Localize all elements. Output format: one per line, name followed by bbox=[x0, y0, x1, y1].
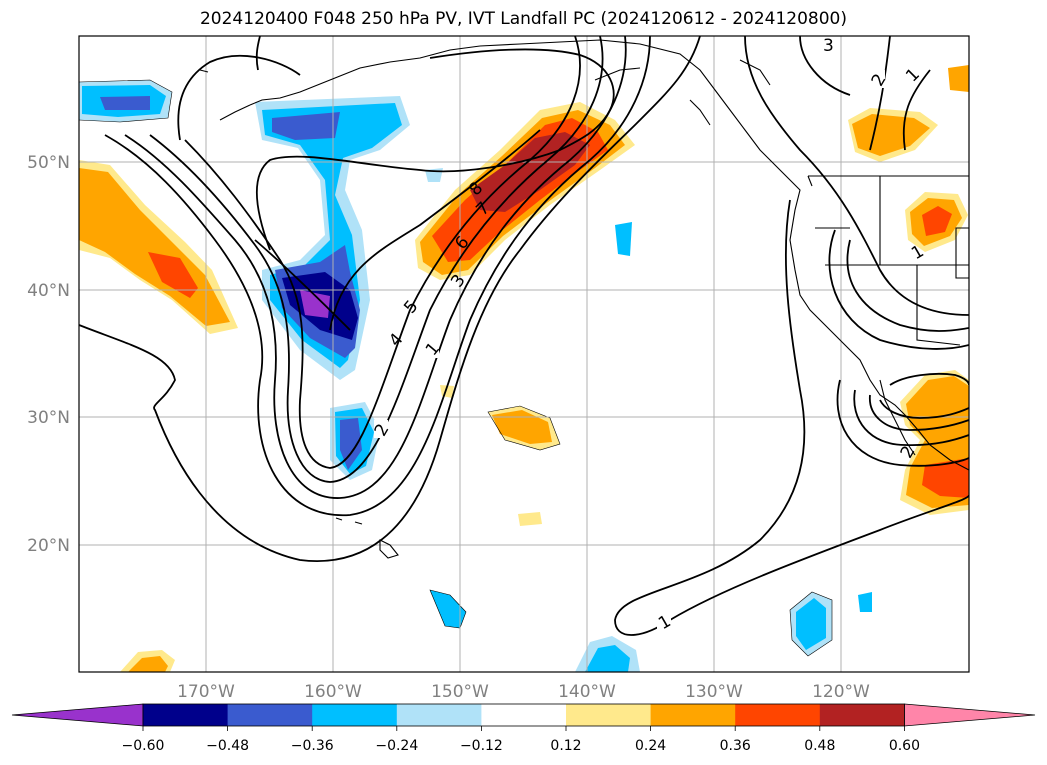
lat-tick-label: 30°N bbox=[27, 408, 70, 428]
colorbar-bins bbox=[11, 703, 1036, 727]
lon-tick-label: 160°W bbox=[304, 682, 362, 702]
colorbar-tick-label: 0.12 bbox=[550, 738, 581, 754]
positive-pv-shading bbox=[79, 65, 969, 672]
colorbar-tick-label: −0.36 bbox=[291, 738, 334, 754]
colorbar-bin bbox=[396, 704, 482, 726]
gridlines bbox=[79, 36, 969, 672]
colorbar-bin bbox=[481, 704, 567, 726]
colorbar-bin bbox=[143, 704, 229, 726]
lon-tick-label: 140°W bbox=[558, 682, 616, 702]
colorbar-tick-label: 0.24 bbox=[635, 738, 666, 754]
colorbar-tick-label: 0.48 bbox=[804, 738, 835, 754]
colorbar-tick-label: 0.36 bbox=[720, 738, 751, 754]
coastlines bbox=[199, 39, 969, 559]
colorbar-tick-label: −0.48 bbox=[206, 738, 249, 754]
colorbar-extend-low bbox=[11, 703, 144, 727]
colorbar-bin bbox=[312, 704, 398, 726]
lon-tick-label: 130°W bbox=[685, 682, 743, 702]
colorbar-bin bbox=[650, 704, 736, 726]
lat-tick-label: 20°N bbox=[27, 536, 70, 556]
contour-label: 3 bbox=[823, 36, 834, 56]
lon-tick-label: 170°W bbox=[177, 682, 235, 702]
colorbar-bin bbox=[227, 704, 313, 726]
lon-tick-label: 150°W bbox=[431, 682, 489, 702]
colorbar-tick-label: −0.60 bbox=[122, 738, 165, 754]
map-panel: 1 2 3 4 5 6 7 8 1 2 3 1 1 2 bbox=[79, 36, 969, 672]
ivt-contours bbox=[79, 36, 969, 636]
colorbar-tick-label: −0.24 bbox=[375, 738, 418, 754]
longitude-ticks: 170°W 160°W 150°W 140°W 130°W 120°W bbox=[177, 682, 870, 702]
colorbar-bin bbox=[566, 704, 652, 726]
lon-tick-label: 120°W bbox=[812, 682, 870, 702]
latitude-ticks: 50°N 40°N 30°N 20°N bbox=[27, 153, 70, 556]
shading-outlines bbox=[79, 79, 833, 657]
colorbar-bin bbox=[735, 704, 821, 726]
colorbar-extend-high bbox=[904, 703, 1036, 727]
colorbar-tick-label: −0.12 bbox=[460, 738, 503, 754]
colorbar: −0.60 −0.48 −0.36 −0.24 −0.12 0.12 0.24 0.36 0.4… bbox=[11, 703, 1036, 754]
lat-tick-label: 40°N bbox=[27, 281, 70, 301]
colorbar-tick-label: 0.60 bbox=[889, 738, 920, 754]
map-border bbox=[78, 35, 970, 673]
map-title: 2024120400 F048 250 hPa PV, IVT Landfall… bbox=[199, 9, 847, 29]
colorbar-bin bbox=[819, 704, 905, 726]
colorbar-ticks: −0.60 −0.48 −0.36 −0.24 −0.12 0.12 0.24 0.36 0.4… bbox=[122, 726, 920, 754]
lat-tick-label: 50°N bbox=[27, 153, 70, 173]
colorbar-outline bbox=[142, 703, 905, 727]
